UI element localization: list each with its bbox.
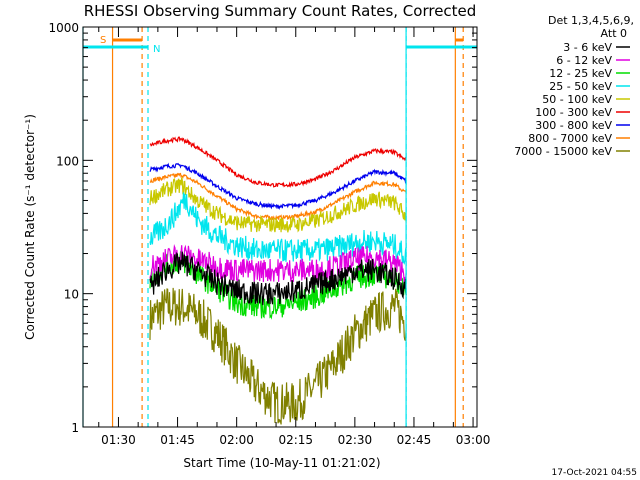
x-tick-label: 01:30 — [101, 433, 136, 447]
x-tick-label: 02:45 — [397, 433, 432, 447]
legend-entry-label: 12 - 25 keV — [549, 67, 612, 80]
x-tick-label: 02:00 — [219, 433, 254, 447]
series-line — [149, 136, 407, 188]
series-line — [149, 192, 407, 265]
legend-subheader: Att 0 — [601, 27, 627, 40]
plot-frame — [82, 26, 478, 428]
y-axis-label: Corrected Count Rate (s⁻¹ detector⁻¹) — [23, 114, 37, 340]
series-line — [149, 177, 407, 233]
marker-label-s: S — [100, 35, 106, 46]
y-tick-label: 1000 — [48, 21, 79, 35]
chart-title: RHESSI Observing Summary Count Rates, Co… — [84, 2, 477, 20]
legend-entry-label: 25 - 50 keV — [549, 80, 612, 93]
x-tick-label: 02:30 — [338, 433, 373, 447]
marker-label-n: N — [153, 44, 160, 55]
legend-entry-label: 6 - 12 keV — [556, 54, 612, 67]
timestamp: 17-Oct-2021 04:55 — [552, 468, 637, 478]
x-tick-label: 01:45 — [160, 433, 195, 447]
series-line — [149, 287, 407, 425]
y-tick-label: 1 — [71, 421, 79, 435]
legend-entry-label: 300 - 800 keV — [535, 119, 612, 132]
legend-entry-label: 7000 - 15000 keV — [514, 145, 612, 158]
y-tick-label: 100 — [56, 154, 79, 168]
series-line — [149, 251, 407, 306]
legend-header: Det 1,3,4,5,6,9, — [548, 14, 634, 27]
x-tick-label: 02:15 — [278, 433, 313, 447]
legend-entry-label: 50 - 100 keV — [542, 93, 612, 106]
legend-entry-label: 800 - 7000 keV — [528, 132, 612, 145]
axes: 1 10 100 1000 01:30 01:45 02:00 02:15 02:30 02:45… — [48, 21, 490, 447]
series-line — [149, 172, 407, 222]
legend-entry-label: 3 - 6 keV — [563, 41, 612, 54]
x-axis-label: Start Time (10-May-11 01:21:02) — [183, 456, 380, 470]
x-tick-label: 03:00 — [456, 433, 491, 447]
series-line — [149, 162, 407, 211]
legend-entry-label: 100 - 300 keV — [535, 106, 612, 119]
y-tick-label: 10 — [64, 288, 79, 302]
plot-area: SN — [82, 27, 477, 427]
